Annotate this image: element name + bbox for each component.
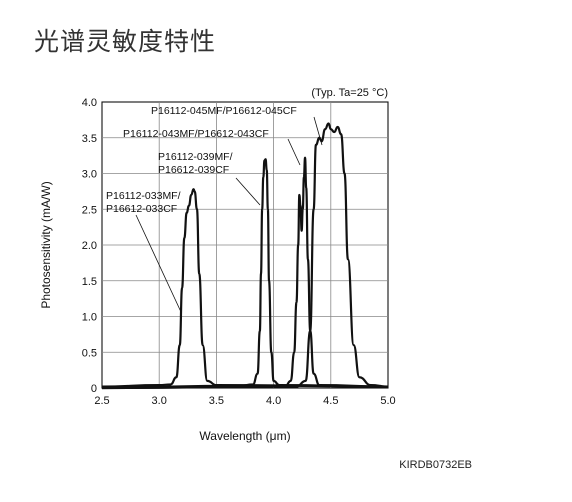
series-label-4: P16112-045MF/P16612-045CF <box>151 105 297 117</box>
grid <box>102 102 388 388</box>
leader-lines <box>135 116 323 313</box>
series-label-2: P16112-039MF/P16612-039CF <box>158 151 233 176</box>
y-ticks: 0 0.5 1.0 1.5 2.0 2.5 3.0 3.5 4.0 <box>82 97 97 395</box>
y-tick-label: 1.5 <box>82 276 97 288</box>
leader-line-3 <box>287 138 301 166</box>
y-tick-label: 4.0 <box>82 97 97 109</box>
series-line-4 <box>101 122 389 390</box>
series-line-2 <box>101 158 389 389</box>
y-tick-label: 0 <box>91 383 97 395</box>
x-tick-label: 2.5 <box>94 395 109 407</box>
leader-line-4 <box>313 116 323 146</box>
condition-label: (Typ. Ta=25 °C) <box>311 87 388 99</box>
y-tick-label: 2.0 <box>82 240 97 252</box>
x-axis-label: Wavelength (μm) <box>199 429 290 443</box>
y-tick-label: 2.5 <box>82 204 97 216</box>
series-labels: P16112-033MF/P16612-033CF P16112-039MF/P1… <box>106 105 297 215</box>
x-ticks: 2.5 3.0 3.5 4.0 4.5 5.0 <box>94 395 395 407</box>
y-tick-label: 3.0 <box>82 169 97 181</box>
y-axis-label: Photosensitivity (mA/W) <box>39 181 53 308</box>
y-tick-label: 0.5 <box>82 347 97 359</box>
x-tick-label: 5.0 <box>380 395 395 407</box>
x-tick-label: 3.0 <box>152 395 167 407</box>
series-lines <box>101 122 389 390</box>
leader-line-2 <box>235 177 261 206</box>
x-tick-label: 4.0 <box>266 395 281 407</box>
series-label-1: P16112-033MF/P16612-033CF <box>106 190 181 215</box>
leader-line-1 <box>135 214 182 313</box>
x-tick-label: 4.5 <box>323 395 338 407</box>
x-tick-label: 3.5 <box>209 395 224 407</box>
series-line-1 <box>101 188 389 388</box>
y-tick-label: 3.5 <box>82 133 97 145</box>
series-label-3: P16112-043MF/P16612-043CF <box>123 128 269 140</box>
page-title: 光谱灵敏度特性 <box>34 27 217 56</box>
document-code: KIRDB0732EB <box>399 459 472 471</box>
y-tick-label: 1.0 <box>82 312 97 324</box>
